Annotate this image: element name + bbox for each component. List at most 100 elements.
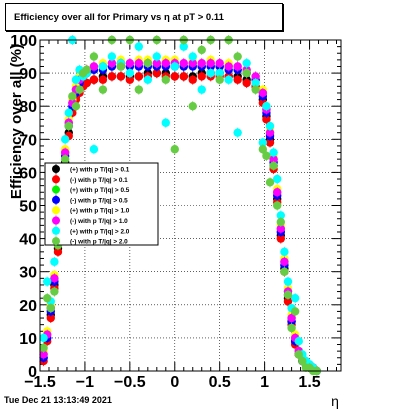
x-tick-label: −0.5 [114, 374, 146, 391]
data-point [215, 58, 224, 68]
data-point [116, 62, 126, 71]
axis-tick-labels: −1.5 −1 −0.5 0 0.5 1 1.5 0 10 20 30 40 50 60 70 80 90 100 [10, 33, 320, 391]
data-point [188, 102, 197, 111]
data-point [290, 293, 300, 303]
data-point [269, 154, 278, 164]
data-point [283, 277, 293, 286]
x-tick-label: 1.5 [298, 374, 320, 391]
data-point [53, 247, 63, 257]
data-point [280, 267, 289, 276]
data-point [283, 297, 293, 306]
data-point [152, 68, 162, 78]
data-point [143, 75, 153, 84]
data-point [233, 75, 242, 84]
data-point [188, 75, 197, 84]
data-point [276, 224, 285, 233]
data-point [242, 78, 251, 88]
legend-label: (-) with p T/|q| > 0.1 [70, 177, 128, 184]
data-point [116, 72, 126, 81]
data-point [258, 138, 268, 147]
data-point [273, 201, 282, 210]
data-marks [39, 35, 321, 376]
data-point [283, 290, 293, 300]
data-point [262, 102, 271, 111]
data-point [265, 138, 275, 147]
data-point [298, 356, 307, 366]
data-point [215, 68, 224, 78]
y-tick-label: 60 [19, 165, 37, 182]
data-point [152, 52, 162, 61]
data-point [98, 62, 108, 71]
data-point [39, 350, 48, 359]
legend-label: (+) with p T/|q| > 0.5 [70, 187, 130, 194]
x-tick-label: 0 [170, 374, 179, 391]
data-point [280, 247, 289, 257]
data-point [206, 58, 215, 68]
data-point [294, 337, 303, 346]
data-point [170, 62, 179, 71]
data-point [233, 62, 242, 71]
data-point [50, 274, 59, 283]
data-point [39, 333, 48, 343]
legend-label: (+) with p T/|q| > 0.1 [70, 167, 130, 174]
data-point [71, 75, 81, 84]
timestamp-label: Tue Dec 21 13:13:49 2021 [4, 395, 112, 405]
data-point [251, 78, 260, 88]
data-point [170, 72, 179, 81]
data-point [273, 188, 282, 197]
y-tick-label: 70 [19, 132, 37, 149]
data-point [258, 145, 268, 154]
data-point [71, 102, 81, 111]
data-point [215, 75, 224, 84]
data-point [197, 72, 206, 81]
data-point [265, 121, 275, 131]
data-point [170, 145, 179, 154]
data-point [60, 135, 70, 144]
y-tick-label: 10 [19, 331, 37, 348]
y-tick-label: 20 [19, 298, 37, 315]
data-point [161, 58, 170, 68]
data-point [161, 75, 170, 84]
data-point [64, 121, 73, 131]
data-point [262, 115, 271, 124]
data-point [188, 58, 197, 68]
data-point [251, 85, 260, 94]
data-point [287, 313, 296, 323]
data-point [265, 128, 275, 137]
data-point [89, 145, 99, 154]
x-tick-label: −1.5 [24, 374, 56, 391]
data-point [134, 42, 144, 51]
y-tick-label: 30 [19, 265, 37, 282]
y-tick-label: 50 [19, 199, 37, 216]
legend-entries: (+) with p T/|q| > 0.1 (-) with p T/|q| >… [52, 164, 130, 247]
legend-label: (+) with p T/|q| > 2.0 [70, 228, 130, 235]
data-point [242, 68, 251, 78]
data-point [68, 92, 77, 101]
data-point [265, 178, 275, 187]
data-point [206, 68, 215, 78]
data-point [98, 75, 108, 84]
data-point [269, 161, 278, 170]
data-point [134, 85, 144, 94]
y-tick-label: 40 [19, 232, 37, 249]
data-point [233, 52, 242, 61]
data-point [280, 257, 289, 266]
data-point [98, 85, 108, 94]
data-point [276, 234, 285, 243]
data-point [46, 303, 55, 313]
data-point [75, 85, 84, 94]
data-point [269, 148, 278, 157]
data-point [107, 72, 117, 81]
data-point [82, 65, 91, 74]
data-point [50, 257, 59, 266]
x-axis-label: η [331, 393, 339, 409]
title-box: Efficiency over all for Primary vs η at … [5, 3, 283, 31]
data-point [39, 343, 48, 353]
data-point [60, 148, 70, 157]
plot-frame [39, 39, 342, 372]
data-point [42, 293, 52, 303]
y-tick-label: 100 [10, 33, 37, 50]
x-tick-label: 0.5 [209, 374, 231, 391]
data-point [134, 72, 144, 81]
